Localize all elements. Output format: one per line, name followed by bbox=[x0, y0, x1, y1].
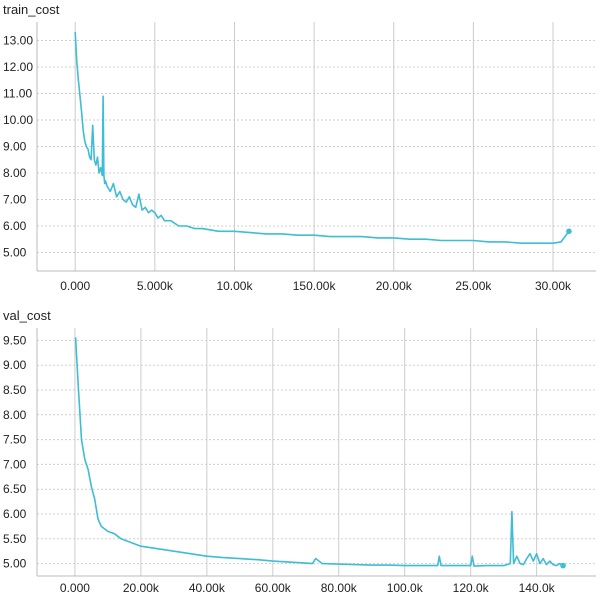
val-y-tick-label: 5.50 bbox=[3, 532, 27, 546]
train-x-tick-label: 30.00k bbox=[535, 279, 572, 293]
train-y-tick-label: 11.00 bbox=[3, 87, 32, 101]
train-x-tick-label: 5.000k bbox=[137, 279, 174, 293]
val-y-tick-label: 9.50 bbox=[3, 333, 27, 347]
train-series-end-point bbox=[566, 228, 572, 235]
val-series-line bbox=[74, 337, 564, 567]
train-y-tick-label: 7.00 bbox=[3, 192, 27, 206]
val-y-tick-label: 6.50 bbox=[3, 482, 27, 496]
train-cost-title: train_cost bbox=[3, 2, 60, 17]
val-x-tick-label: 0.000 bbox=[60, 581, 90, 595]
val-x-tick-label: 120.0k bbox=[453, 581, 490, 595]
train-y-tick-label: 8.00 bbox=[3, 166, 27, 180]
val-series-end-point bbox=[560, 562, 566, 569]
train-x-tick-label: 10.00k bbox=[216, 279, 253, 293]
train-x-tick-label: 25.00k bbox=[455, 279, 492, 293]
train-cost-chart: 0.000 5.000k 10.00k 150.00k 20.00k 25.00k 30.0… bbox=[3, 22, 596, 293]
val-y-tick-label: 9.00 bbox=[3, 358, 27, 372]
train-y-tick-label: 12.00 bbox=[3, 60, 33, 74]
val-y-tick-label: 8.50 bbox=[3, 383, 27, 397]
val-x-tick-label: 140.0k bbox=[519, 581, 556, 595]
val-x-tick-label: 100.0k bbox=[387, 581, 424, 595]
val-y-tick-label: 7.00 bbox=[3, 457, 27, 471]
val-y-tick-label: 8.00 bbox=[3, 408, 27, 422]
val-y-tick-label: 5.00 bbox=[3, 557, 27, 571]
val-x-tick-label: 80.00k bbox=[321, 581, 358, 595]
val-y-tick-label: 6.00 bbox=[3, 507, 27, 521]
val-cost-title: val_cost bbox=[3, 308, 51, 323]
train-x-tick-label: 0.000 bbox=[60, 279, 90, 293]
train-y-tick-label: 13.00 bbox=[3, 34, 33, 48]
val-cost-chart: 0.000 20.00k 40.00k 60.00k 80.00k 100.0k 120.0… bbox=[3, 328, 596, 595]
train-x-tick-label: 20.00k bbox=[376, 279, 413, 293]
train-y-tick-label: 6.00 bbox=[3, 219, 27, 233]
train-series-line bbox=[74, 31, 570, 244]
val-x-tick-label: 20.00k bbox=[123, 581, 160, 595]
train-y-tick-label: 10.00 bbox=[3, 113, 33, 127]
val-x-tick-label: 60.00k bbox=[255, 581, 292, 595]
val-y-tick-label: 7.50 bbox=[3, 433, 27, 447]
train-y-tick-label: 9.00 bbox=[3, 140, 27, 154]
train-x-tick-label: 150.00k bbox=[293, 279, 337, 293]
train-y-tick-label: 5.00 bbox=[3, 245, 27, 259]
val-x-tick-label: 40.00k bbox=[189, 581, 226, 595]
